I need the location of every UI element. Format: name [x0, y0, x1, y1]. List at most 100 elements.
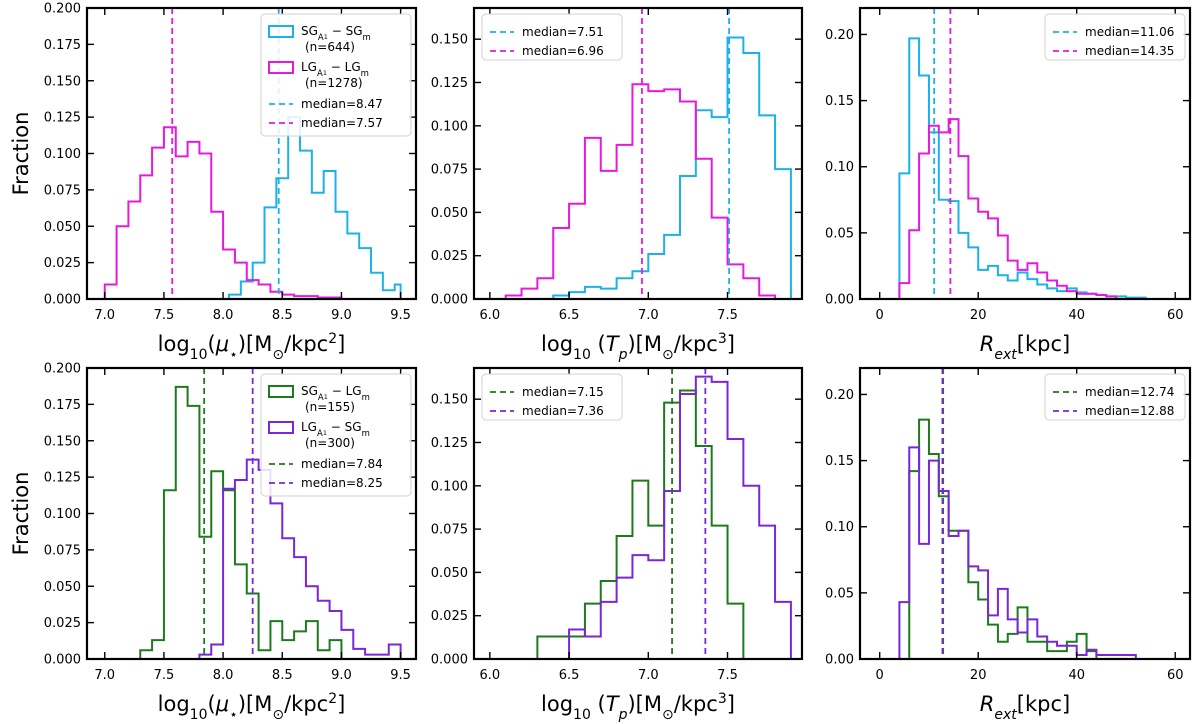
text-span: log [158, 332, 190, 356]
y-tick-label: 0.075 [44, 543, 81, 558]
text-span: ( [208, 692, 216, 716]
text-span: μ [215, 692, 229, 716]
y-tick-label: 0.05 [825, 586, 854, 601]
text-span: /kpc [674, 692, 718, 716]
panel-top-mu: 7.0 7.5 8.0 8.5 9.0 9.5 0.000 0.025 0.050 0.075 0.… [9, 2, 418, 363]
y-tick-label: 0.025 [44, 616, 81, 631]
x-tick-label: 9.5 [390, 308, 411, 323]
legend-median-label-SG_SG: median=7.51 [522, 25, 604, 39]
y-tick-label: 0.000 [431, 653, 468, 668]
y-tick-label: 0.175 [44, 38, 81, 53]
text-span: μ [215, 332, 229, 356]
x-tick-label: 7.0 [94, 668, 115, 683]
legend-box [1044, 13, 1186, 61]
x-tick-label: 9.0 [331, 668, 352, 683]
y-axis-label: Fraction [9, 112, 33, 196]
text-span: 10 [573, 347, 591, 363]
y-tick-label: 0.150 [44, 434, 81, 449]
legend: median=11.06 median=14.35 [1044, 13, 1186, 61]
x-tick-label: 9.5 [390, 668, 411, 683]
legend-median-label-LG_LG: median=6.96 [522, 44, 604, 58]
text-span: ( [208, 332, 216, 356]
legend-count-LG_LG: (n=1278) [305, 76, 363, 90]
y-tick-label: 0.125 [44, 111, 81, 126]
text-span: A [318, 33, 324, 43]
hist-series-SG_LG [139, 385, 343, 659]
x-tick-label: 7.0 [638, 308, 659, 323]
panel-top-tp: 6.0 6.5 7.0 7.5 0.000 0.025 0.050 0.075 0.100 0.1… [431, 6, 804, 363]
x-tick-label: 7.0 [94, 308, 115, 323]
x-axis-label: Rext[kpc] [980, 692, 1070, 723]
text-span: ⋆ [229, 347, 238, 363]
hist-series-SG_LG [908, 418, 1098, 659]
legend-box [481, 373, 623, 421]
x-axis-label: Rext[kpc] [980, 332, 1070, 363]
legend-box [260, 13, 412, 137]
y-tick-label: 0.10 [825, 520, 854, 535]
text-span: 10 [190, 347, 208, 363]
x-axis-label: log10(μ⋆)[M⊙/kpc2] [158, 331, 346, 363]
y-tick-label: 0.100 [44, 507, 81, 522]
legend-swatch-LG_LG [268, 61, 294, 74]
text-span: ext [994, 347, 1017, 363]
panel-bottom-mu: 7.0 7.5 8.0 8.5 9.0 9.5 0.000 0.025 0.050 0.075 0.… [9, 362, 418, 723]
text-span: T [606, 332, 621, 356]
text-span: ⊙ [662, 347, 674, 363]
text-span: log [541, 692, 573, 716]
y-tick-label: 0.025 [431, 609, 468, 624]
legend-median-label-LG_LG: median=7.57 [301, 116, 383, 130]
x-tick-label: 6.5 [559, 308, 580, 323]
text-span: ] [727, 332, 735, 356]
axes-frame [472, 6, 804, 301]
panel-bottom-tp: 6.0 6.5 7.0 7.5 0.000 0.025 0.050 0.075 0.100 0.1… [431, 366, 804, 723]
text-span: p [618, 347, 628, 363]
axes-frame [858, 366, 1192, 661]
x-tick-label: 40 [1068, 668, 1085, 683]
hist-series-LG_SG [568, 375, 792, 659]
x-axis-label: log10(μ⋆)[M⊙/kpc2] [158, 691, 346, 723]
text-span: m [362, 393, 370, 403]
x-axis-label: log10 (Tp)[M⊙/kpc3] [541, 331, 735, 363]
legend: median=7.15 median=7.36 [481, 373, 623, 421]
y-tick-label: 0.075 [431, 523, 468, 538]
text-span: 10 [190, 707, 208, 723]
text-span: 1 [324, 33, 328, 41]
x-tick-label: 6.0 [480, 308, 501, 323]
y-tick-label: 0.100 [431, 479, 468, 494]
text-span: A [317, 429, 323, 439]
legend-count-SG_LG: (n=155) [305, 400, 355, 414]
hist-series-SG_LG [536, 389, 745, 659]
x-tick-label: 7.5 [154, 668, 175, 683]
y-tick-label: 0.050 [44, 580, 81, 595]
legend-swatch-SG_LG [268, 385, 294, 398]
text-span: A [317, 69, 323, 79]
y-axis-label: Fraction [9, 472, 33, 556]
legend-median-label-SG_LG: median=7.15 [522, 385, 604, 399]
text-span: A [318, 393, 324, 403]
y-tick-label: 0.00 [825, 653, 854, 668]
legend-median-label-LG_SG: median=12.88 [1085, 404, 1174, 418]
hist-series-LG_SG [898, 446, 1137, 659]
text-span: 1 [324, 393, 328, 401]
text-span: 10 [573, 707, 591, 723]
text-span: 3 [718, 691, 727, 707]
text-span: 1 [323, 429, 327, 437]
text-span: 2 [328, 691, 337, 707]
legend-box [481, 13, 623, 61]
text-span: SG [301, 24, 318, 38]
legend: median=12.74 median=12.88 [1044, 373, 1186, 421]
y-tick-label: 0.050 [44, 220, 81, 235]
text-span: m [361, 69, 369, 79]
y-tick-label: 0.125 [431, 436, 468, 451]
y-tick-label: 0.050 [431, 206, 468, 221]
text-span: − LG [327, 60, 361, 74]
text-span: ⊙ [662, 707, 674, 723]
x-axis-label: log10 (Tp)[M⊙/kpc3] [541, 691, 735, 723]
text-span: ) [238, 692, 246, 716]
text-span: − SG [328, 24, 363, 38]
text-span: m [363, 33, 371, 43]
y-tick-label: 0.150 [431, 393, 468, 408]
text-span: log [541, 332, 573, 356]
x-tick-label: 20 [970, 308, 987, 323]
